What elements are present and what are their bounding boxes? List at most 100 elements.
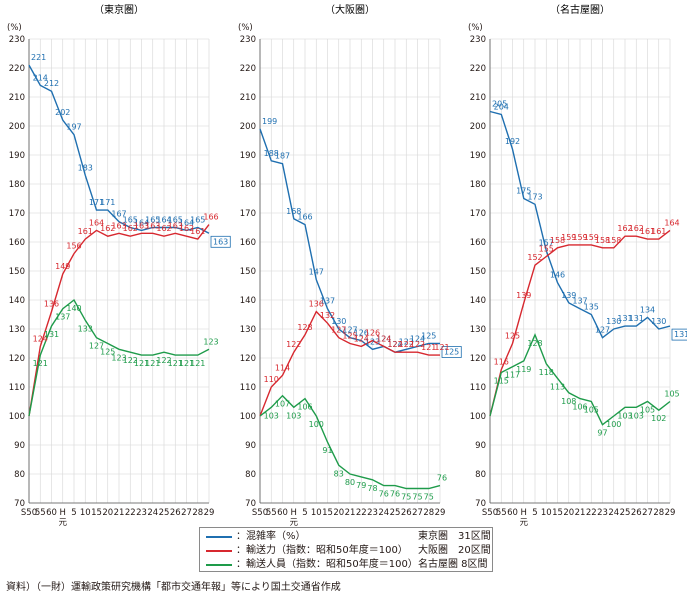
data-label: 125 <box>421 332 436 341</box>
series-line-congestion <box>28 64 210 234</box>
data-label: 127 <box>89 342 104 351</box>
y-tick-label: 200 <box>240 122 256 132</box>
data-label: 212 <box>44 79 59 88</box>
data-label: 161 <box>78 227 93 236</box>
x-tick-label: 21 <box>345 508 356 518</box>
x-tick-label: 26 <box>170 508 181 518</box>
x-tick-label: 27 <box>412 508 423 518</box>
data-label: 131 <box>674 330 687 339</box>
y-tick-label: 160 <box>240 238 256 248</box>
y-tick-label: 100 <box>9 412 25 422</box>
y-tick-label: 110 <box>9 383 25 393</box>
data-label: 166 <box>203 213 218 222</box>
data-label: 75 <box>424 493 434 502</box>
x-tick-label: 27 <box>642 508 653 518</box>
x-tick-label: 22 <box>356 508 367 518</box>
x-tick-label: 10 <box>80 508 91 518</box>
y-tick-label: 90 <box>14 441 25 451</box>
data-label: 123 <box>365 337 380 346</box>
x-tick-label: 10 <box>541 508 552 518</box>
data-label: 159 <box>584 233 599 242</box>
x-tick-label: H <box>521 508 527 518</box>
x-tick-label: 元 <box>289 518 298 528</box>
series-line-capacity <box>489 229 671 417</box>
x-tick-label: S50 <box>482 508 498 518</box>
y-tick-label: 190 <box>9 151 25 161</box>
data-label: 124 <box>354 334 369 343</box>
data-label: 122 <box>410 340 425 349</box>
x-tick-label: 60 <box>507 508 518 518</box>
legend-item-congestion: ：混雑率（%） 東京圏 31区間 <box>200 530 492 544</box>
data-label: 161 <box>190 227 205 236</box>
data-label: 147 <box>309 268 324 277</box>
x-tick-label: 25 <box>390 508 401 518</box>
data-label: 106 <box>572 403 587 412</box>
data-label: 117 <box>505 371 520 380</box>
x-tick-label: 20 <box>563 508 574 518</box>
data-label-box <box>671 328 687 341</box>
data-label: 122 <box>286 340 301 349</box>
data-label: 171 <box>100 198 115 207</box>
x-tick-label: 60 <box>277 508 288 518</box>
x-tick-label: 55 <box>496 508 507 518</box>
data-label: 155 <box>539 245 554 254</box>
y-tick-label: 70 <box>245 499 256 509</box>
data-label: 132 <box>320 311 335 320</box>
x-tick-label: 22 <box>125 508 136 518</box>
data-label: 121 <box>190 359 205 368</box>
x-tick-label: 5 <box>302 508 307 518</box>
data-label: 124 <box>33 334 48 343</box>
data-label: 165 <box>168 216 183 225</box>
data-label: 158 <box>550 236 565 245</box>
data-label: 161 <box>651 227 666 236</box>
data-label: 162 <box>156 224 171 233</box>
x-tick-label: 元 <box>58 518 67 528</box>
data-label: 105 <box>640 406 655 415</box>
data-label: 139 <box>561 291 576 300</box>
x-tick-label: 25 <box>159 508 170 518</box>
x-tick-label: 15 <box>91 508 102 518</box>
y-tick-label: 210 <box>240 93 256 103</box>
legend-swatch-green <box>206 564 232 566</box>
source-note: 資料）（一財）運輸政策研究機構「都市交通年報」等により国土交通省作成 <box>6 582 341 593</box>
y-tick-label: 140 <box>9 296 25 306</box>
data-label: 125 <box>444 348 459 357</box>
data-label: 192 <box>505 137 520 146</box>
data-label: 91 <box>322 446 332 455</box>
data-label: 78 <box>367 484 377 493</box>
data-label: 163 <box>134 221 149 230</box>
x-tick-label: 21 <box>575 508 586 518</box>
data-label: 121 <box>434 343 449 352</box>
y-tick-label: 230 <box>240 35 256 45</box>
y-tick-label: 210 <box>9 93 25 103</box>
data-label: 103 <box>629 411 644 420</box>
series-line-passengers <box>259 394 441 490</box>
data-label: 161 <box>640 227 655 236</box>
data-label: 163 <box>213 237 228 246</box>
y-tick-label: 70 <box>14 499 25 509</box>
data-label: 164 <box>89 218 104 227</box>
y-tick-label: 190 <box>470 151 486 161</box>
series-line-congestion <box>489 110 671 339</box>
data-label: 168 <box>286 207 301 216</box>
data-label: 130 <box>651 317 666 326</box>
y-tick-label: 80 <box>475 470 486 480</box>
data-label: 202 <box>55 108 70 117</box>
data-label: 125 <box>342 332 357 341</box>
data-label: 105 <box>584 406 599 415</box>
x-tick-label: 23 <box>597 508 608 518</box>
y-tick-label: 120 <box>240 354 256 364</box>
data-label: 171 <box>89 198 104 207</box>
y-tick-label: 150 <box>240 267 256 277</box>
x-tick-label: 15 <box>322 508 333 518</box>
legend-region: 大阪圏 20区間 <box>418 545 491 556</box>
data-label: 114 <box>275 363 290 372</box>
data-label: 159 <box>561 233 576 242</box>
x-tick-label: 26 <box>401 508 412 518</box>
data-label: 128 <box>527 339 542 348</box>
y-unit-label: (%) <box>468 23 483 33</box>
data-label: 124 <box>387 340 402 349</box>
data-label-box <box>441 346 462 358</box>
y-tick-label: 130 <box>9 325 25 335</box>
data-label: 100 <box>606 420 621 429</box>
